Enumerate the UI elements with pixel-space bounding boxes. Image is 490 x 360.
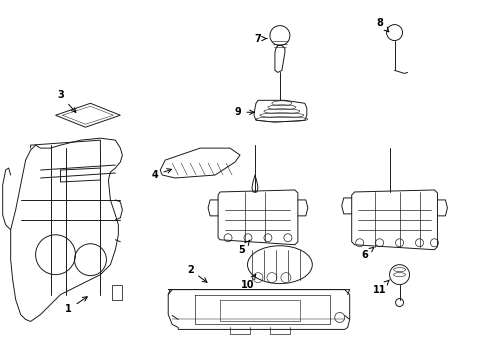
Text: 4: 4 [152,169,172,180]
Text: 10: 10 [241,274,256,289]
Text: 2: 2 [187,265,207,282]
Text: 7: 7 [255,33,267,44]
Text: 11: 11 [373,280,390,294]
Text: 3: 3 [57,90,76,112]
Text: 8: 8 [376,18,389,32]
Text: 6: 6 [361,247,374,260]
Text: 9: 9 [235,107,254,117]
Text: 1: 1 [65,297,87,315]
Text: 5: 5 [239,240,250,255]
